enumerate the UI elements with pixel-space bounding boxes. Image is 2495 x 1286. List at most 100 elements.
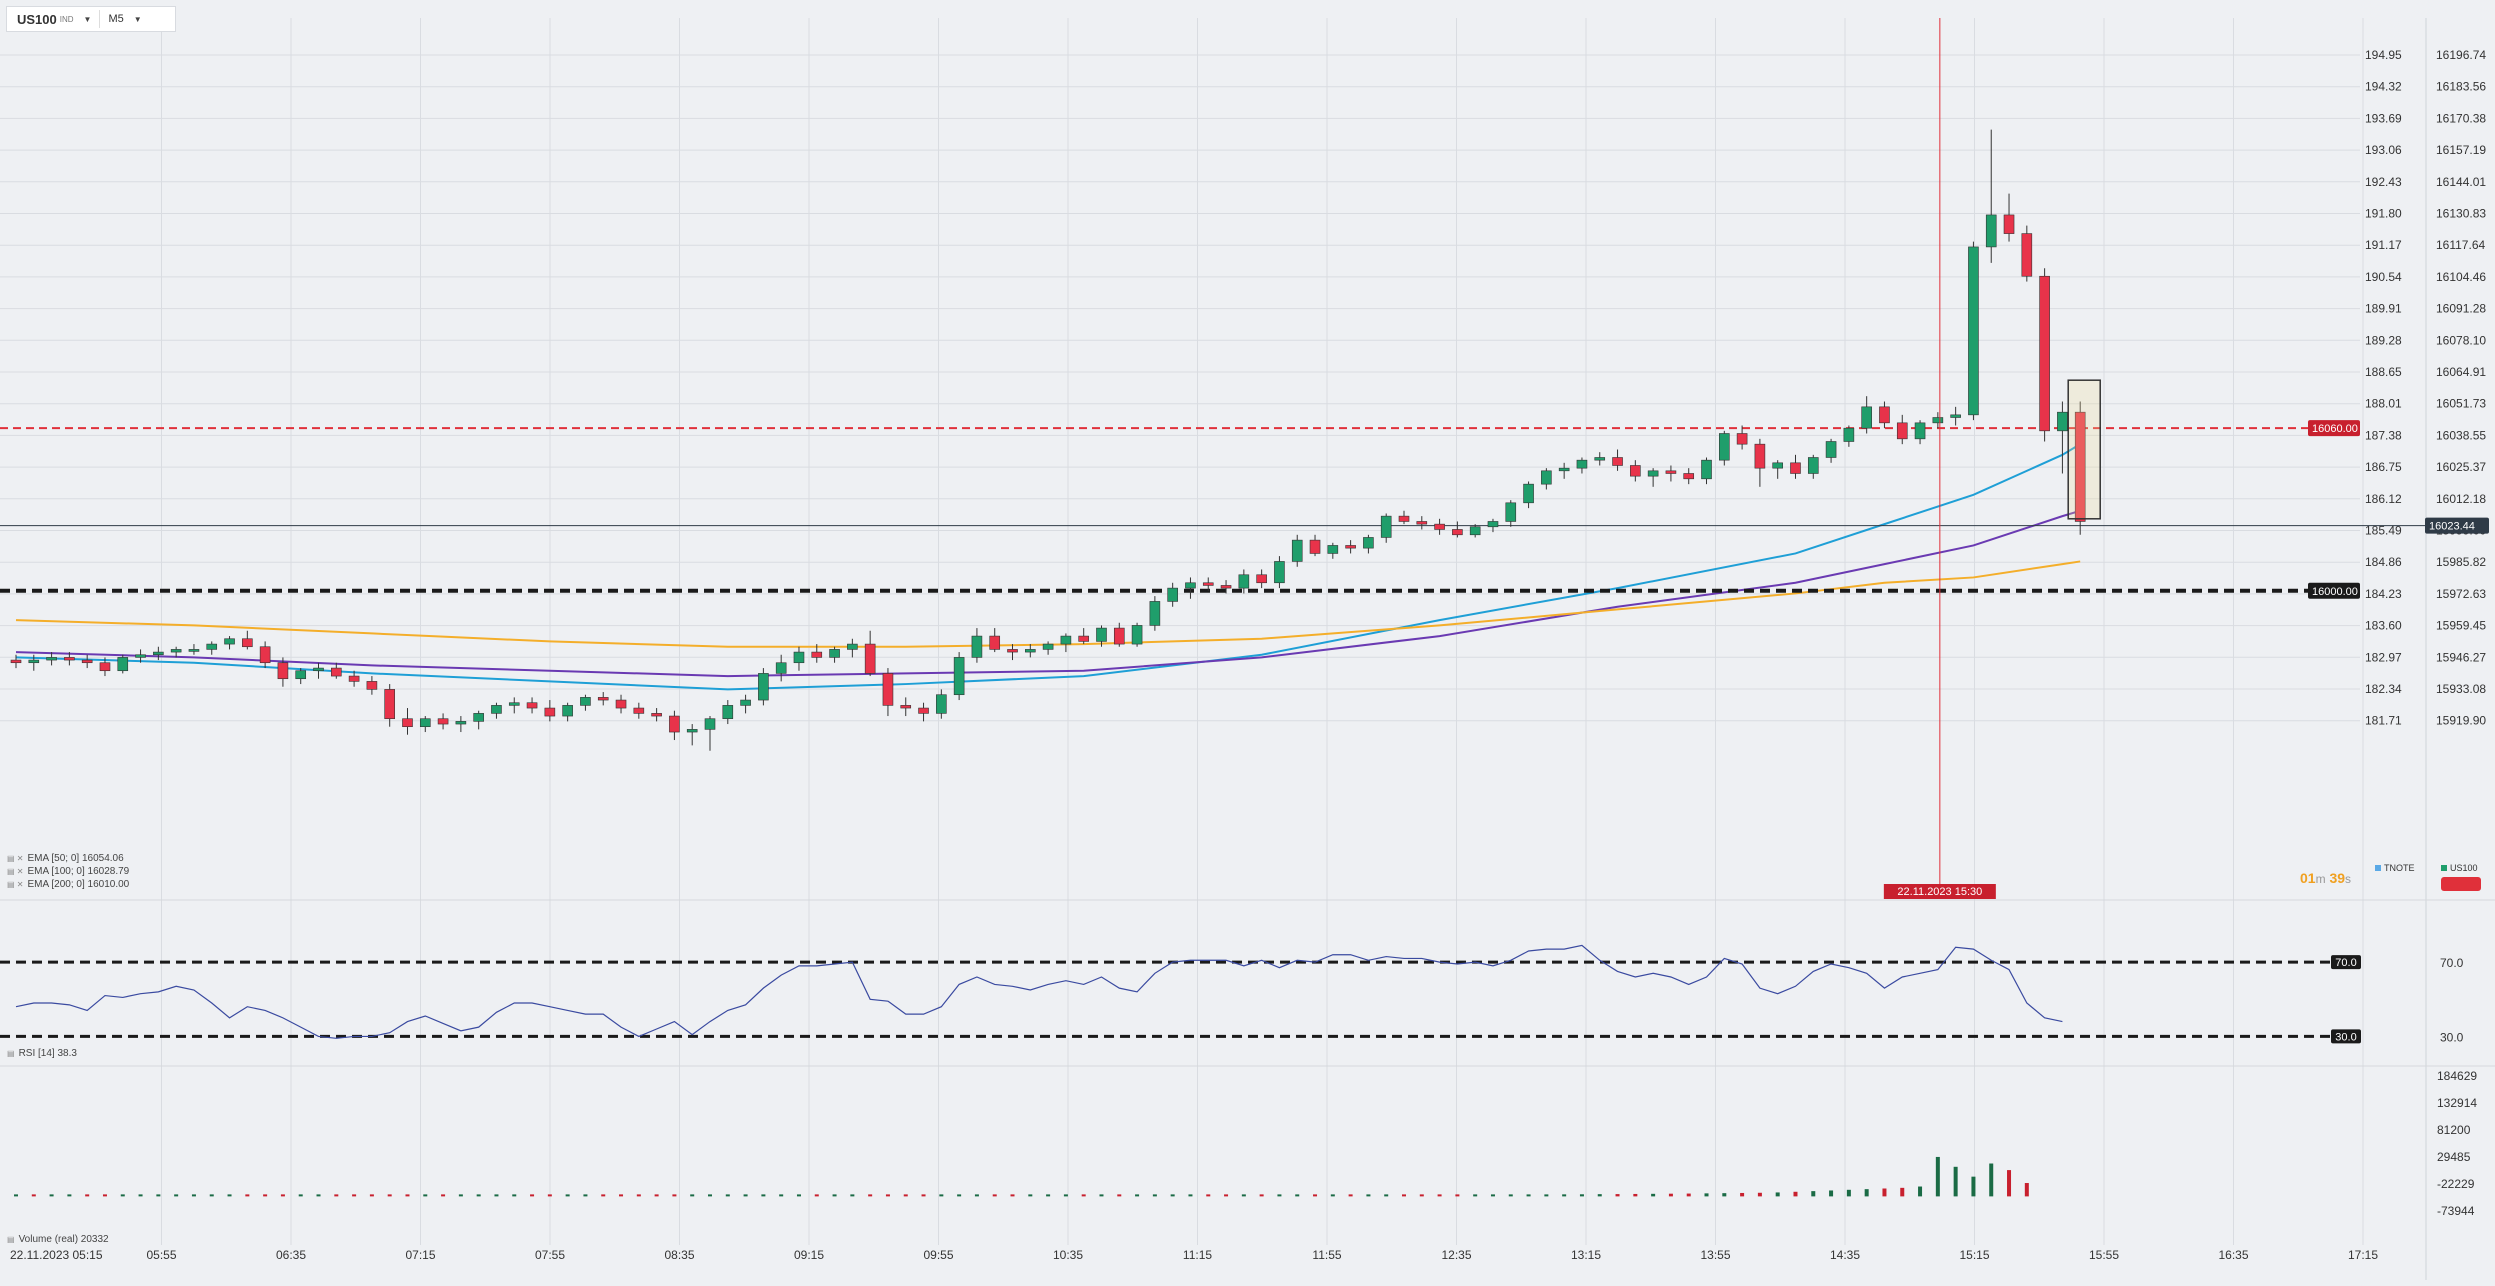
sell-button[interactable] bbox=[2441, 877, 2481, 891]
candle-body bbox=[1149, 601, 1161, 626]
volume-bar bbox=[1348, 1194, 1353, 1197]
symbol-name: US100 bbox=[17, 11, 57, 27]
volume-bar bbox=[423, 1194, 428, 1197]
volume-bar bbox=[1313, 1194, 1318, 1197]
settings-icon[interactable]: ▤ ✕ bbox=[7, 867, 24, 876]
y-tick-label-left: 192.43 bbox=[2365, 175, 2402, 189]
volume-bar bbox=[1846, 1189, 1851, 1197]
volume-bar bbox=[1490, 1194, 1495, 1197]
volume-bar bbox=[1775, 1192, 1780, 1197]
candle-body bbox=[1025, 649, 1036, 653]
candle-body bbox=[864, 643, 876, 674]
ema-line-1 bbox=[15, 509, 2081, 678]
volume-bar bbox=[1989, 1163, 1994, 1197]
candle-body bbox=[722, 705, 734, 720]
candle-body bbox=[384, 689, 395, 720]
volume-bar bbox=[1757, 1192, 1762, 1197]
settings-icon[interactable]: ▤ ✕ bbox=[7, 880, 24, 889]
volume-bar bbox=[832, 1194, 837, 1197]
candle-body bbox=[46, 657, 57, 661]
y-tick-label-left: 189.91 bbox=[2365, 302, 2402, 316]
volume-bar bbox=[1953, 1166, 1958, 1197]
y-tick-label-left: 181.71 bbox=[2365, 714, 2402, 728]
candle-body bbox=[508, 702, 520, 706]
y-tick-label-left: 194.95 bbox=[2365, 48, 2402, 62]
volume-bar bbox=[369, 1194, 374, 1197]
candle-body bbox=[775, 662, 787, 674]
rsi-axis-tick: 30.0 bbox=[2440, 1030, 2464, 1044]
candle-body bbox=[597, 697, 609, 701]
candle-body bbox=[295, 670, 307, 680]
volume-bar bbox=[636, 1194, 641, 1197]
ema-200-legend[interactable]: ▤ ✕ EMA [200; 0] 16010.00 bbox=[7, 879, 130, 890]
ema-50-legend[interactable]: ▤ ✕ EMA [50; 0] 16054.06 bbox=[7, 853, 124, 864]
rsi-legend[interactable]: ▤ RSI [14] 38.3 bbox=[7, 1048, 77, 1059]
rsi-level-badge-label: 30.0 bbox=[2335, 1031, 2356, 1043]
x-tick-label: 07:15 bbox=[405, 1248, 435, 1262]
compare-tnote[interactable]: TNOTE bbox=[2375, 863, 2415, 873]
volume-legend[interactable]: ▤ Volume (real) 20332 bbox=[7, 1234, 109, 1245]
candle-body bbox=[1772, 462, 1783, 469]
candle-body bbox=[1896, 422, 1908, 440]
us100-color-icon bbox=[2441, 865, 2447, 871]
candle-body bbox=[1701, 459, 1712, 480]
ema-100-legend[interactable]: ▤ ✕ EMA [100; 0] 16028.79 bbox=[7, 866, 130, 877]
candle-body bbox=[669, 715, 680, 733]
volume-bar bbox=[654, 1194, 659, 1197]
volume-bar bbox=[1170, 1194, 1175, 1197]
candle-body bbox=[1505, 502, 1517, 522]
volume-bar bbox=[1099, 1194, 1104, 1197]
y-tick-label-left: 182.34 bbox=[2365, 682, 2402, 696]
candle-body bbox=[277, 662, 289, 680]
candle-body bbox=[348, 675, 360, 682]
candle-body bbox=[1790, 462, 1801, 474]
settings-icon[interactable]: ▤ ✕ bbox=[7, 854, 24, 863]
candle-body bbox=[2057, 411, 2068, 432]
volume-bar bbox=[512, 1194, 517, 1197]
symbol-selector[interactable]: US100 IND ▼ M5 ▼ bbox=[6, 6, 176, 32]
volume-bar bbox=[1508, 1194, 1513, 1197]
chevron-down-icon[interactable]: ▼ bbox=[133, 14, 142, 24]
volume-bar bbox=[1473, 1194, 1478, 1197]
candle-body bbox=[1683, 473, 1695, 480]
settings-icon[interactable]: ▤ bbox=[7, 1049, 15, 1058]
candle-body bbox=[1861, 406, 1872, 429]
volume-bar bbox=[245, 1194, 250, 1197]
timeframe-value[interactable]: M5 bbox=[108, 13, 124, 25]
volume-bar bbox=[1740, 1192, 1745, 1197]
candle-body bbox=[1825, 441, 1837, 458]
volume-bar bbox=[1633, 1193, 1638, 1197]
candle-body bbox=[1914, 422, 1926, 440]
candle-body bbox=[1060, 635, 1072, 645]
volume-axis-tick: -22229 bbox=[2437, 1177, 2475, 1191]
candle-body bbox=[1398, 515, 1410, 522]
candle-body bbox=[1647, 470, 1659, 477]
y-tick-label-right: 16091.28 bbox=[2436, 302, 2486, 316]
volume-bar bbox=[1651, 1193, 1656, 1197]
candle-body bbox=[1309, 539, 1321, 554]
volume-bar bbox=[1402, 1194, 1406, 1197]
candle-body bbox=[526, 702, 538, 709]
x-tick-label: 15:55 bbox=[2089, 1248, 2119, 1262]
x-tick-label: 09:55 bbox=[923, 1248, 953, 1262]
settings-icon[interactable]: ▤ bbox=[7, 1235, 15, 1244]
candle-body bbox=[1167, 587, 1178, 602]
volume-bar bbox=[1811, 1191, 1816, 1197]
y-tick-label-left: 188.65 bbox=[2365, 365, 2402, 379]
candle-body bbox=[259, 646, 271, 664]
volume-bar bbox=[903, 1194, 908, 1197]
x-tick-label: 08:35 bbox=[664, 1248, 694, 1262]
candle-body bbox=[1220, 585, 1232, 589]
volume-bar bbox=[1864, 1189, 1869, 1197]
y-tick-label-left: 194.32 bbox=[2365, 80, 2402, 94]
volume-bar bbox=[1419, 1194, 1424, 1197]
volume-bar bbox=[1081, 1194, 1086, 1197]
x-tick-label: 14:35 bbox=[1830, 1248, 1860, 1262]
candle-body bbox=[544, 707, 556, 717]
volume-bar bbox=[405, 1194, 410, 1197]
x-tick-label: 15:15 bbox=[1959, 1248, 1989, 1262]
chevron-down-icon[interactable]: ▼ bbox=[83, 14, 92, 24]
compare-us100[interactable]: US100 bbox=[2441, 863, 2478, 873]
volume-bar bbox=[14, 1194, 18, 1197]
